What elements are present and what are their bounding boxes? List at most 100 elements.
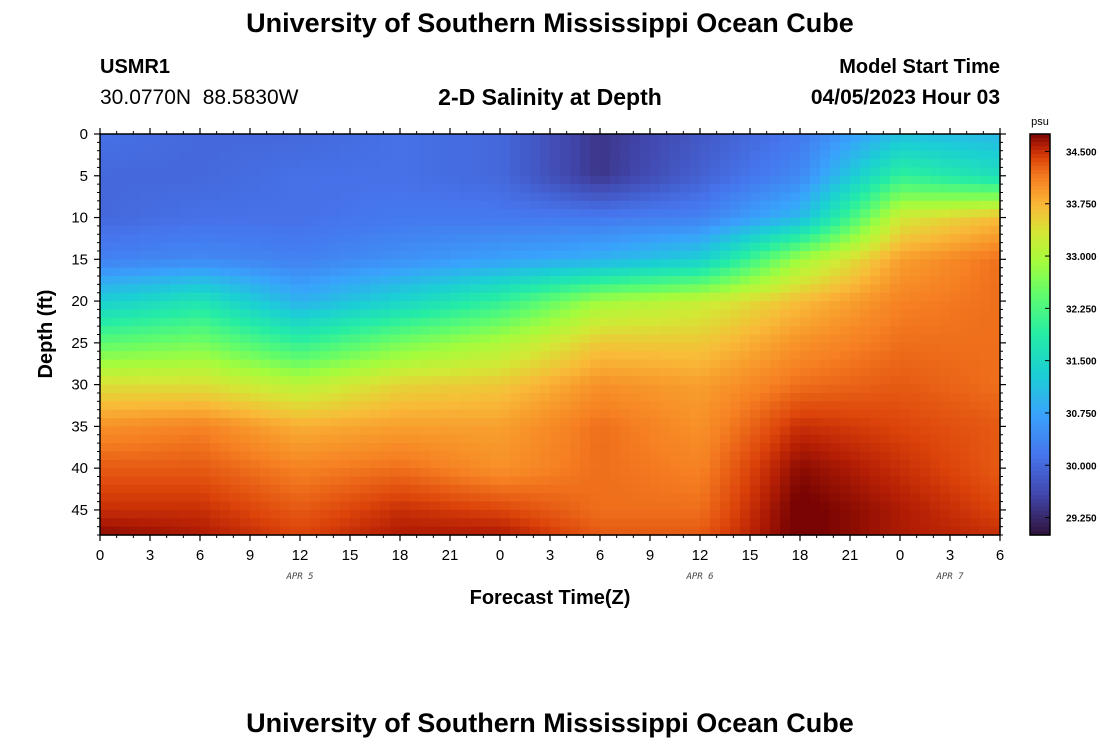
heatmap-cell (670, 342, 681, 352)
heatmap-cell (700, 150, 711, 160)
heatmap-cell (300, 451, 311, 461)
heatmap-cell (250, 401, 261, 411)
heatmap-cell (950, 326, 961, 336)
heatmap-cell (180, 301, 191, 311)
heatmap-cell (680, 384, 691, 394)
heatmap-cell (890, 484, 901, 494)
heatmap-cell (410, 142, 421, 152)
heatmap-cell (350, 309, 361, 319)
heatmap-cell (510, 301, 521, 311)
heatmap-cell (220, 259, 231, 269)
heatmap-cell (410, 384, 421, 394)
heatmap-cell (850, 234, 861, 244)
heatmap-cell (600, 192, 611, 202)
heatmap-cell (870, 476, 881, 486)
heatmap-cell (520, 159, 531, 169)
heatmap-cell (680, 192, 691, 202)
heatmap-cell (910, 150, 921, 160)
heatmap-cell (290, 142, 301, 152)
heatmap-cell (310, 234, 321, 244)
heatmap-cell (250, 509, 261, 519)
heatmap-cell (440, 301, 451, 311)
heatmap-cell (790, 175, 801, 185)
heatmap-cell (230, 267, 241, 277)
heatmap-cell (110, 418, 121, 427)
heatmap-cell (300, 426, 311, 436)
heatmap-cell (650, 459, 661, 469)
heatmap-cell (340, 443, 351, 453)
heatmap-cell (610, 342, 621, 352)
heatmap-cell (640, 292, 651, 302)
heatmap-cell (620, 342, 631, 352)
heatmap-cell (440, 276, 451, 285)
heatmap-cell (350, 259, 361, 269)
heatmap-cell (960, 184, 971, 194)
heatmap-cell (880, 317, 891, 327)
heatmap-cell (140, 434, 151, 444)
heatmap-cell (260, 267, 271, 277)
heatmap-cell (720, 493, 731, 503)
heatmap-cell (360, 351, 371, 361)
heatmap-cell (700, 134, 711, 143)
heatmap-cell (160, 167, 171, 177)
heatmap-cell (240, 292, 251, 302)
heatmap-cell (630, 518, 641, 528)
heatmap-cell (690, 401, 701, 411)
heatmap-cell (730, 217, 741, 227)
heatmap-cell (890, 493, 901, 503)
heatmap-cell (550, 142, 561, 152)
heatmap-cell (490, 250, 501, 260)
heatmap-cell (400, 209, 411, 219)
heatmap-cell (960, 384, 971, 394)
heatmap-cell (690, 209, 701, 219)
heatmap-cell (320, 167, 331, 177)
heatmap-cell (990, 225, 1001, 235)
heatmap-cell (990, 526, 1001, 536)
heatmap-cell (570, 418, 581, 427)
heatmap-cell (470, 451, 481, 461)
heatmap-cell (800, 518, 811, 528)
colorbar-segment (1030, 142, 1050, 147)
heatmap-cell (550, 317, 561, 327)
heatmap-cell (920, 384, 931, 394)
heatmap-cell (810, 150, 821, 160)
heatmap-cell (190, 175, 201, 185)
heatmap-cell (540, 242, 551, 252)
heatmap-cell (700, 276, 711, 285)
colorbar-segment (1030, 310, 1050, 316)
heatmap-cell (830, 142, 841, 152)
heatmap-cell (120, 493, 131, 503)
heatmap-cell (350, 509, 361, 519)
colorbar-segment (1030, 386, 1050, 392)
heatmap-cell (640, 493, 651, 503)
heatmap-cell (990, 443, 1001, 453)
heatmap-cell (100, 484, 111, 494)
heatmap-cell (380, 267, 391, 277)
heatmap-cell (140, 167, 151, 177)
heatmap-cell (590, 175, 601, 185)
heatmap-cell (760, 259, 771, 269)
heatmap-cell (570, 217, 581, 227)
heatmap-cell (630, 167, 641, 177)
heatmap-cell (950, 301, 961, 311)
heatmap-cell (800, 426, 811, 436)
heatmap-cell (120, 476, 131, 486)
heatmap-cell (320, 184, 331, 194)
heatmap-cell (790, 493, 801, 503)
heatmap-cell (930, 326, 941, 336)
heatmap-cell (520, 359, 531, 369)
heatmap-cell (980, 142, 991, 152)
heatmap-cell (170, 250, 181, 260)
heatmap-cell (210, 459, 221, 469)
heatmap-cell (380, 284, 391, 294)
heatmap-cell (480, 518, 491, 528)
heatmap-cell (780, 334, 791, 344)
heatmap-cell (680, 367, 691, 377)
heatmap-cell (560, 175, 571, 185)
heatmap-cell (540, 392, 551, 402)
heatmap-cell (510, 434, 521, 444)
heatmap-cell (210, 476, 221, 486)
heatmap-cell (690, 468, 701, 478)
heatmap-cell (540, 292, 551, 302)
heatmap-cell (100, 184, 111, 194)
